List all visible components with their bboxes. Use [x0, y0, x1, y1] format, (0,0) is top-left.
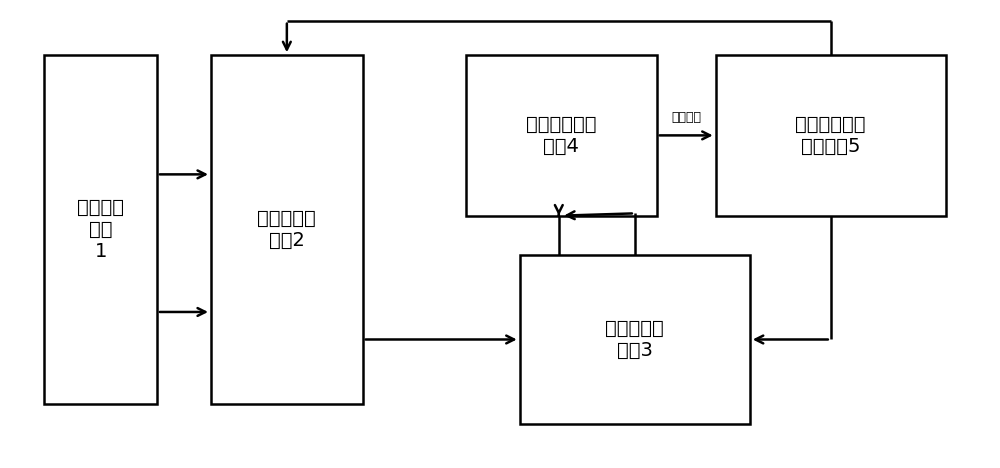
Bar: [44, 55, 157, 404]
Text: 电流偏置
电路
1: 电流偏置 电路 1: [77, 198, 124, 261]
Text: 数字逻辑反馈
控制电路5: 数字逻辑反馈 控制电路5: [795, 115, 866, 156]
Bar: [466, 55, 657, 216]
Text: 电流源单元
电路2: 电流源单元 电路2: [257, 209, 316, 250]
Text: 二进制码: 二进制码: [671, 110, 701, 124]
Text: 补偿电流源
电路3: 补偿电流源 电路3: [605, 319, 664, 360]
Bar: [211, 55, 363, 404]
Text: 电压信号检测
电路4: 电压信号检测 电路4: [526, 115, 596, 156]
Bar: [716, 55, 946, 216]
Bar: [520, 255, 750, 424]
